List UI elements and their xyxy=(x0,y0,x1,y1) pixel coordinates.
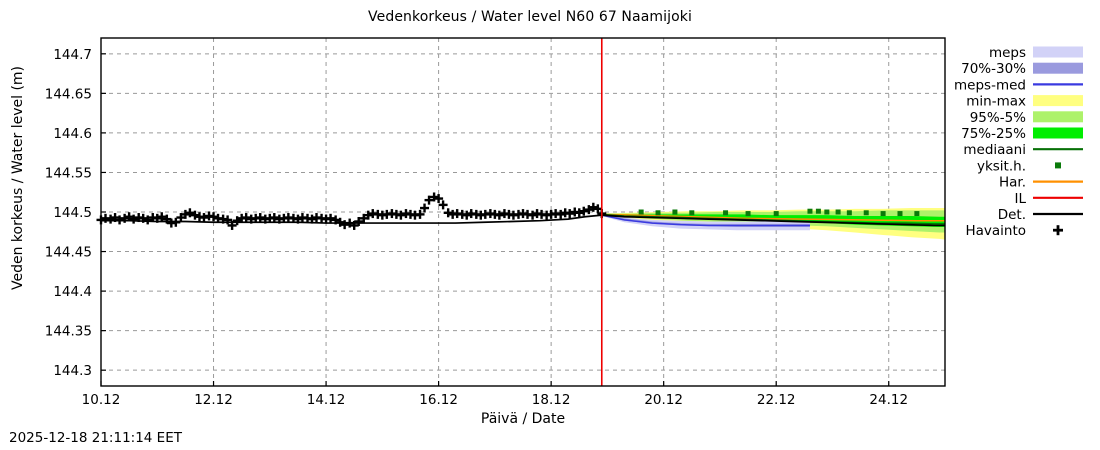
series-havainto-markers xyxy=(96,192,607,230)
y-tick-label: 144.65 xyxy=(45,86,92,102)
legend-label-det: Det. xyxy=(998,207,1026,223)
legend-label-yksith: yksit.h. xyxy=(977,158,1026,174)
legend-swatch-min-max xyxy=(1033,95,1083,107)
yksit-h-marker xyxy=(880,211,886,217)
legend-label-75-25: 75%-25% xyxy=(961,126,1026,142)
yksit-h-marker xyxy=(824,209,830,215)
page-title: Vedenkorkeus / Water level N60 67 Naamij… xyxy=(368,9,692,25)
yksit-h-marker xyxy=(897,211,903,217)
y-tick-label: 144.4 xyxy=(53,284,92,300)
chart-legend: meps70%-30%meps-medmin-max95%-5%75%-25%m… xyxy=(954,45,1083,239)
x-tick-label: 20.12 xyxy=(644,392,683,408)
legend-label-95-5: 95%-5% xyxy=(970,110,1026,126)
legend-label-har: Har. xyxy=(999,175,1026,191)
series-yksit-h-markers xyxy=(638,208,920,217)
y-tick-label: 144.45 xyxy=(45,245,92,261)
y-tick-label: 144.35 xyxy=(45,324,92,340)
yksit-h-marker xyxy=(672,209,678,215)
y-tick-label: 144.3 xyxy=(53,363,92,379)
legend-swatch-70-30 xyxy=(1033,62,1083,74)
series-line-har- xyxy=(601,213,945,222)
yksit-h-marker xyxy=(745,211,751,217)
y-tick-label: 144.55 xyxy=(45,165,92,181)
series-line-meps-med xyxy=(601,214,810,227)
generated-timestamp: 2025-12-18 21:11:14 EET xyxy=(9,430,182,446)
yksit-h-marker xyxy=(773,211,779,217)
yksit-h-marker xyxy=(815,208,821,214)
x-tick-label: 14.12 xyxy=(307,392,346,408)
legend-label-mediaani: mediaani xyxy=(963,142,1026,158)
x-tick-label: 18.12 xyxy=(532,392,571,408)
y-tick-label: 144.7 xyxy=(53,47,92,63)
yksit-h-marker xyxy=(638,209,644,215)
x-tick-label: 16.12 xyxy=(419,392,458,408)
legend-swatch-75-25 xyxy=(1033,127,1083,139)
yksit-h-marker xyxy=(655,210,661,216)
legend-label-il: IL xyxy=(1014,191,1026,207)
legend-label-meps-med: meps-med xyxy=(954,77,1026,93)
legend-label-havainto: Havainto xyxy=(965,223,1026,239)
x-tick-label: 10.12 xyxy=(82,392,121,408)
legend-swatch-meps xyxy=(1033,46,1083,58)
x-axis-title: Päivä / Date xyxy=(480,411,566,427)
x-tick-label: 24.12 xyxy=(869,392,908,408)
legend-label-meps: meps xyxy=(989,45,1026,61)
x-tick-label: 12.12 xyxy=(194,392,233,408)
legend-swatch-95-5 xyxy=(1033,111,1083,123)
y-tick-label: 144.6 xyxy=(53,126,92,142)
y-tick-label: 144.5 xyxy=(53,205,92,221)
yksit-h-marker xyxy=(807,208,813,214)
yksit-h-marker xyxy=(835,209,841,215)
yksit-h-marker xyxy=(863,210,869,216)
x-tick-label: 22.12 xyxy=(757,392,796,408)
yksit-h-marker xyxy=(914,211,920,217)
yksit-h-marker xyxy=(723,210,729,216)
legend-label-min-max: min-max xyxy=(966,94,1026,110)
yksit-h-marker xyxy=(846,210,852,216)
legend-swatch-yksith xyxy=(1055,162,1061,169)
yksit-h-marker xyxy=(689,210,695,216)
legend-label-70-30: 70%-30% xyxy=(961,61,1026,77)
